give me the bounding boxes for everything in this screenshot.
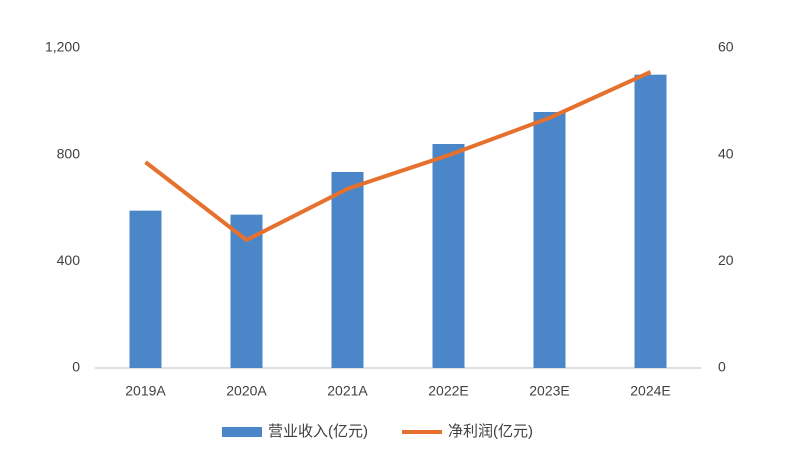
legend-label: 营业收入(亿元) — [268, 423, 368, 440]
x-tick-label: 2021A — [327, 383, 368, 399]
y2-tick-label: 20 — [718, 252, 734, 268]
legend-swatch — [222, 427, 262, 437]
y2-tick-label: 40 — [718, 145, 734, 161]
legend-label: 净利润(亿元) — [448, 423, 533, 440]
bar — [533, 112, 566, 368]
y-tick-label: 400 — [57, 252, 81, 268]
y-tick-label: 800 — [57, 145, 81, 161]
x-tick-label: 2023E — [529, 383, 569, 399]
x-tick-label: 2022E — [428, 383, 468, 399]
line — [144, 70, 652, 242]
y-tick-label: 0 — [72, 359, 80, 375]
y-tick-label: 1,200 — [45, 39, 80, 55]
x-tick-label: 2020A — [226, 383, 267, 399]
y2-tick-label: 0 — [718, 359, 726, 375]
bar — [634, 74, 667, 369]
bar — [129, 210, 162, 368]
y2-tick-label: 60 — [718, 39, 734, 55]
bar — [432, 144, 465, 368]
x-tick-label: 2024E — [630, 383, 670, 399]
bar — [331, 172, 364, 368]
x-tick-label: 2019A — [125, 383, 166, 399]
